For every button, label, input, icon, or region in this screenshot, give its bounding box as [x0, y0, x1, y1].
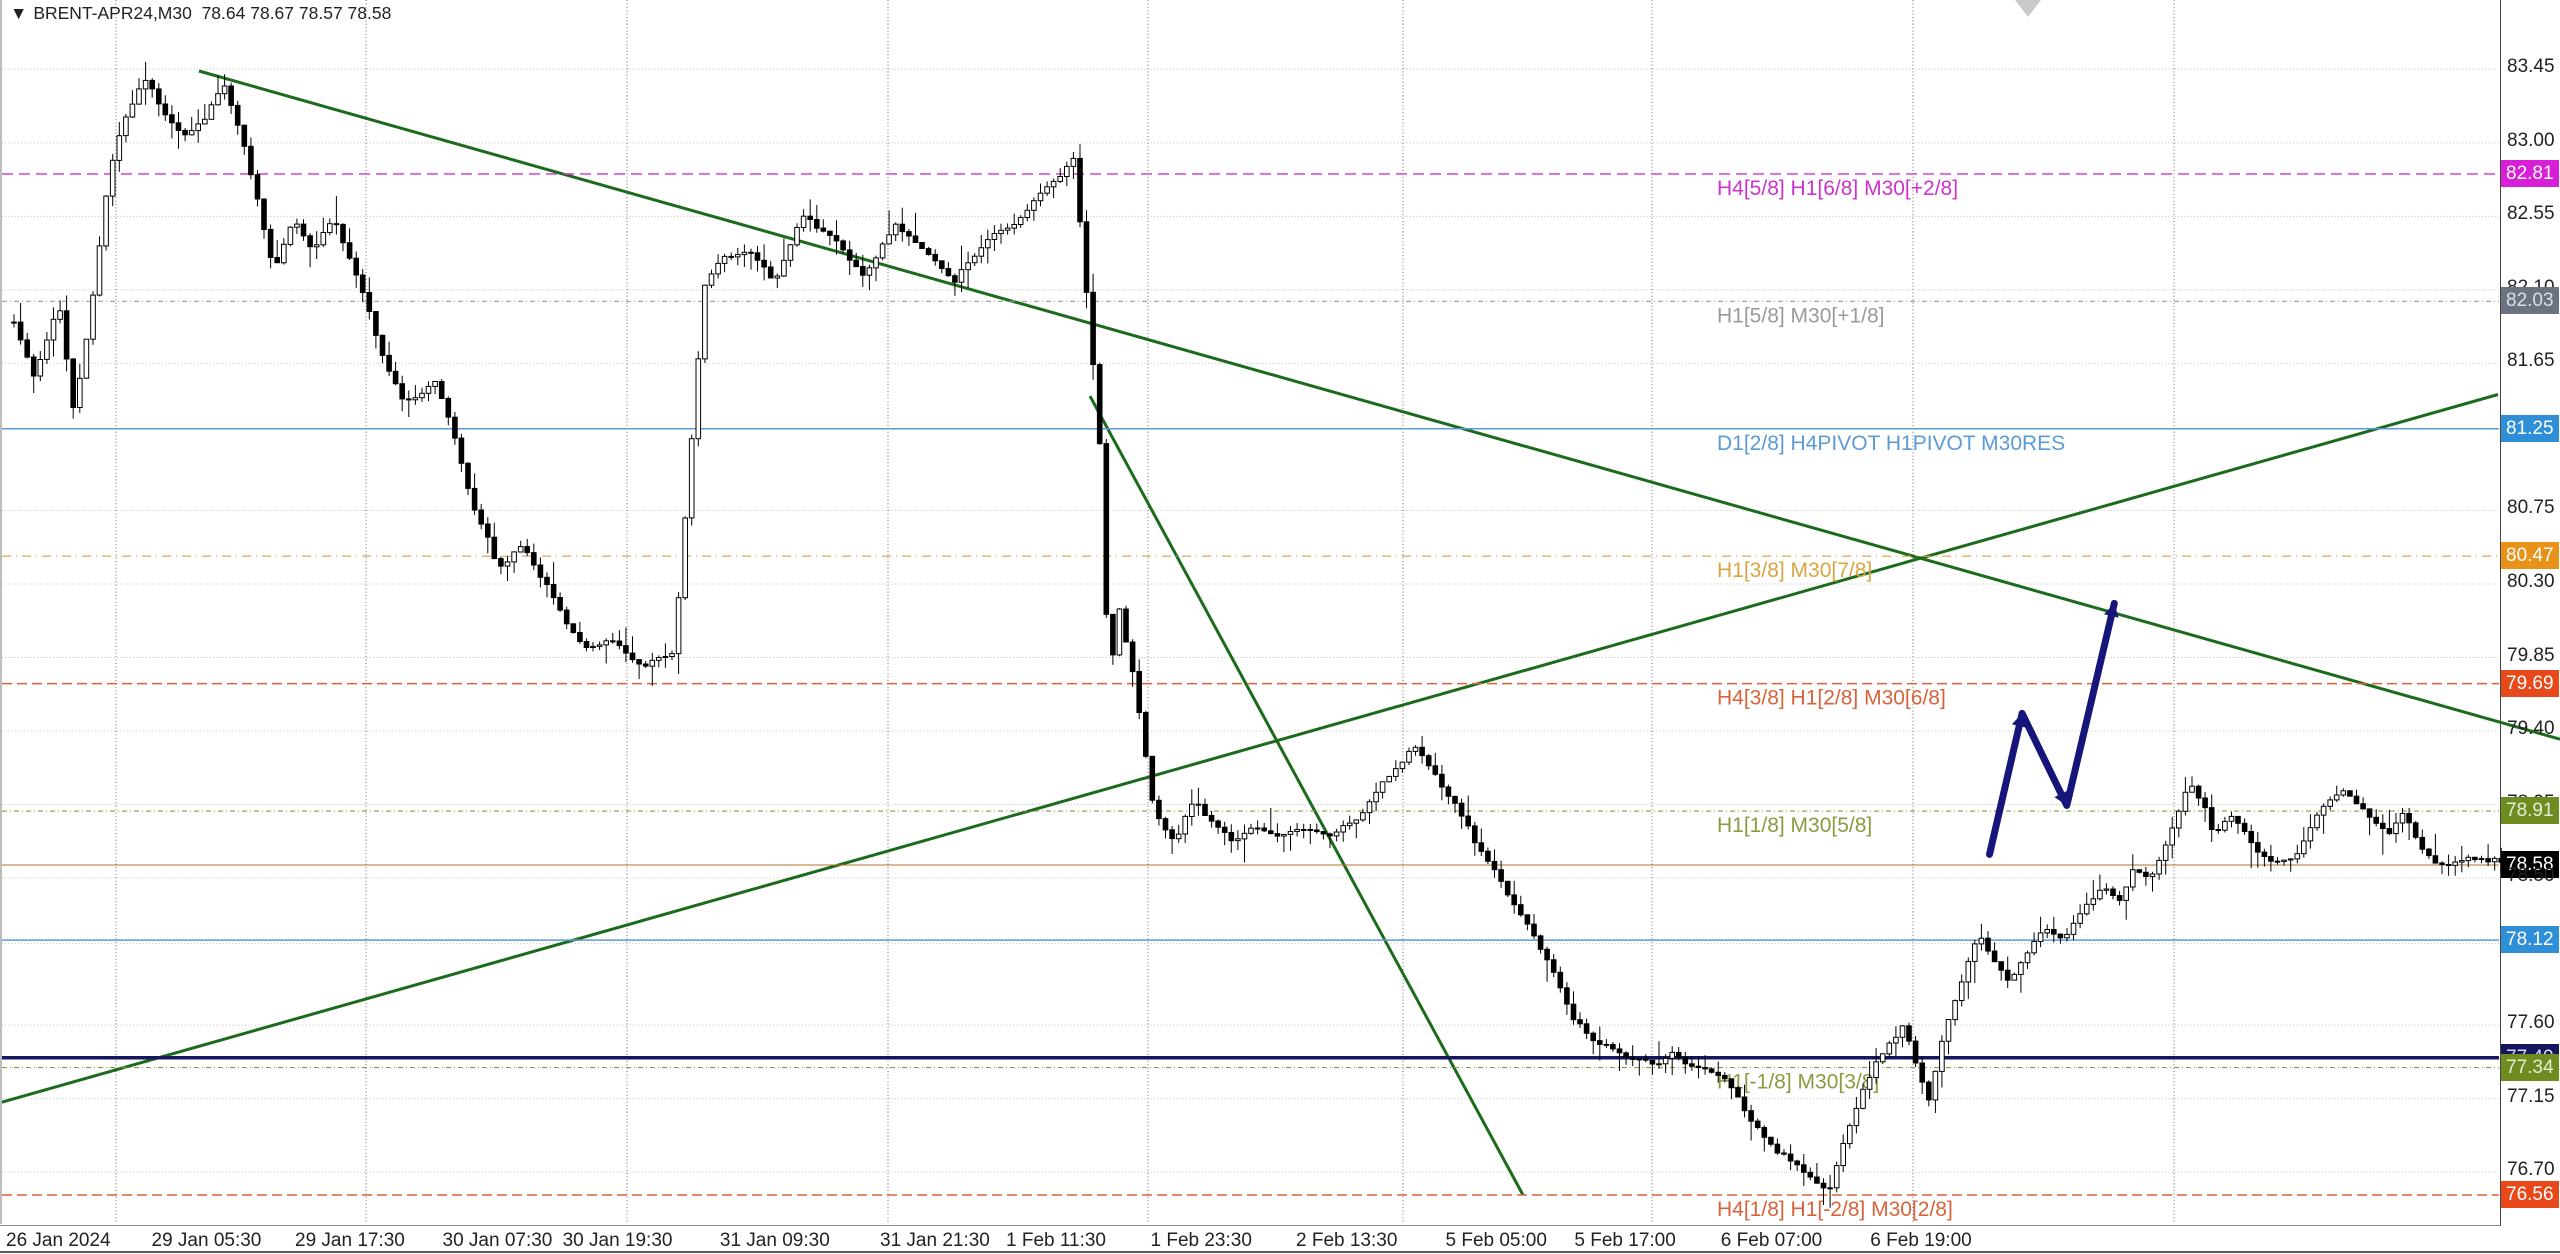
svg-text:H1[5/8] M30[+1/8]: H1[5/8] M30[+1/8] — [1717, 304, 1885, 327]
svg-text:D1[2/8] H4PIVOT H1PIVOT M30RES: D1[2/8] H4PIVOT H1PIVOT M30RES — [1717, 432, 2065, 455]
svg-text:H1[3/8] M30[7/8]: H1[3/8] M30[7/8] — [1717, 559, 1872, 582]
svg-text:H1[-1/8] M30[3/8]: H1[-1/8] M30[3/8] — [1717, 1071, 1879, 1094]
svg-text:H4[3/8] H1[2/8] M30[6/8]: H4[3/8] H1[2/8] M30[6/8] — [1717, 687, 1946, 710]
svg-text:H4[5/8] H1[6/8] M30[+2/8]: H4[5/8] H1[6/8] M30[+2/8] — [1717, 177, 1958, 200]
svg-text:H1[1/8] M30[5/8]: H1[1/8] M30[5/8] — [1717, 814, 1872, 837]
svg-text:H4[1/8] H1[-2/8] M30[2/8]: H4[1/8] H1[-2/8] M30[2/8] — [1717, 1198, 1953, 1221]
